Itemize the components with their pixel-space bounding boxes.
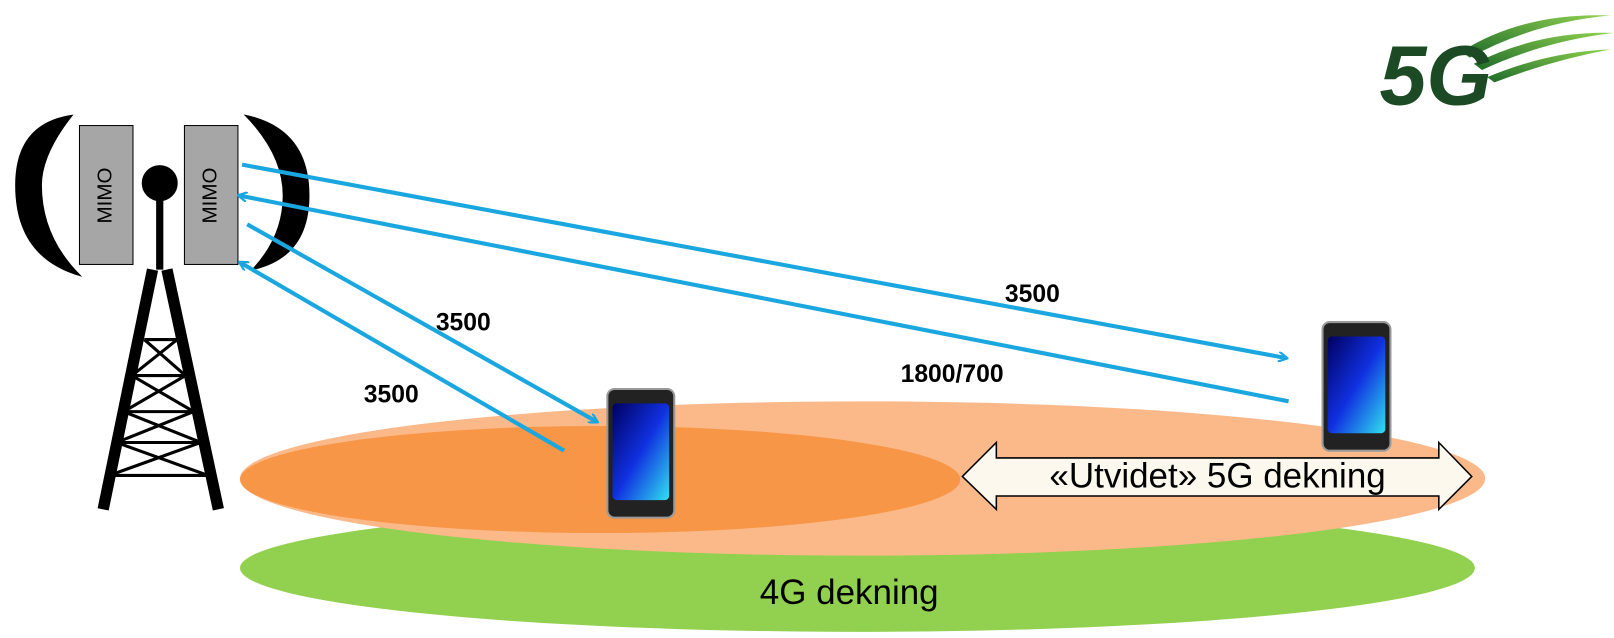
link-label: 3500 xyxy=(364,382,419,409)
core-area xyxy=(240,426,961,534)
phone xyxy=(606,387,676,519)
antenna xyxy=(183,125,239,265)
link-label: 1800/700 xyxy=(901,361,1004,388)
link-arrow xyxy=(241,162,1286,358)
link-label: 3500 xyxy=(436,310,491,337)
link-arrow xyxy=(240,260,566,453)
logo-text: 5G xyxy=(1379,29,1492,123)
antenna-label: MIMO xyxy=(94,168,117,224)
extended-label: «Utvidet» 5G dekning xyxy=(1049,457,1385,496)
link-arrow xyxy=(246,222,597,424)
double-arrow xyxy=(961,440,1473,512)
link-label: 3500 xyxy=(1005,281,1060,308)
link-arrow xyxy=(239,196,1289,404)
lte-label: 4G dekning xyxy=(760,573,939,612)
tower xyxy=(15,114,310,511)
antenna xyxy=(78,125,134,265)
antenna-label: MIMO xyxy=(199,168,222,224)
logo: 5G xyxy=(1379,15,1614,123)
phone xyxy=(1321,321,1392,452)
